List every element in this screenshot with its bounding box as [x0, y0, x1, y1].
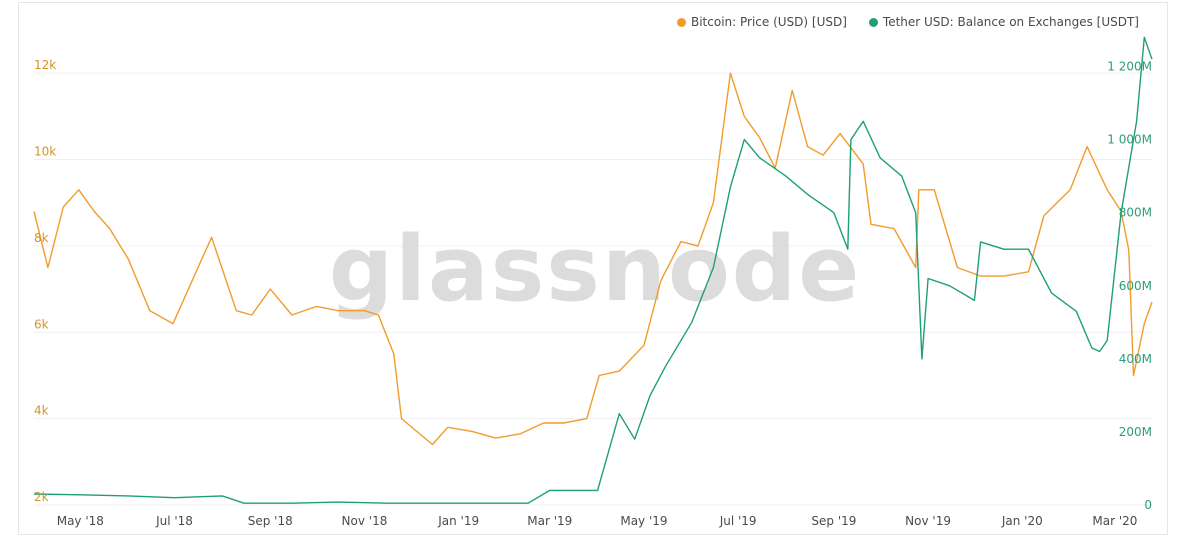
y-right-tick-label: 600M: [1119, 279, 1152, 293]
x-tick-label: Jul '18: [155, 514, 193, 528]
y-right-tick-label: 1 000M: [1107, 133, 1152, 147]
y-left-tick-label: 12k: [34, 58, 56, 72]
chart-legend: Bitcoin: Price (USD) [USD] Tether USD: B…: [676, 15, 1139, 29]
x-tick-label: Jan '19: [437, 514, 479, 528]
series-lines: [33, 36, 1153, 504]
y-right-tick-label: 400M: [1119, 352, 1152, 366]
legend-label-tether: Tether USD: Balance on Exchanges [USDT]: [882, 15, 1139, 29]
x-tick-label: Jan '20: [1001, 514, 1043, 528]
y-left-tick-label: 4k: [34, 404, 49, 418]
gridlines: [34, 72, 1152, 506]
y-axis-right-ticks: 0 200M 400M 600M 800M 1 000M 1 200M: [1107, 60, 1152, 512]
x-tick-label: Mar '20: [1092, 514, 1137, 528]
legend-item-bitcoin[interactable]: Bitcoin: Price (USD) [USD]: [676, 15, 847, 29]
legend-item-tether[interactable]: Tether USD: Balance on Exchanges [USDT]: [868, 15, 1139, 29]
x-tick-label: Nov '19: [905, 514, 951, 528]
x-tick-label: Jul '19: [719, 514, 757, 528]
y-right-tick-label: 1 200M: [1107, 60, 1152, 74]
x-tick-label: Mar '19: [527, 514, 572, 528]
y-right-tick-label: 800M: [1119, 206, 1152, 220]
y-axis-left-ticks: 2k 4k 6k 8k 10k 12k: [34, 58, 56, 504]
y-left-tick-label: 10k: [34, 145, 56, 159]
x-axis-ticks: May '18 Jul '18 Sep '18 Nov '18 Jan '19 Mar '…: [57, 514, 1138, 528]
x-tick-label: May '18: [57, 514, 104, 528]
legend-dot-bitcoin: [676, 17, 686, 27]
legend-dot-tether: [868, 17, 878, 27]
legend-label-bitcoin: Bitcoin: Price (USD) [USD]: [690, 15, 847, 29]
watermark-text: glassnode: [329, 217, 862, 322]
series-line-tether: [33, 36, 1153, 504]
y-left-tick-label: 8k: [34, 231, 49, 245]
y-right-tick-label: 200M: [1119, 425, 1152, 439]
x-tick-label: May '19: [620, 514, 667, 528]
y-left-tick-label: 6k: [34, 317, 49, 331]
series-line-bitcoin: [33, 72, 1153, 446]
y-right-tick-label: 0: [1144, 498, 1152, 512]
x-tick-label: Sep '18: [248, 514, 293, 528]
chart-frame: Bitcoin: Price (USD) [USD] Tether USD: B…: [18, 2, 1168, 535]
x-tick-label: Sep '19: [811, 514, 856, 528]
x-tick-label: Nov '18: [342, 514, 388, 528]
y-left-tick-label: 2k: [34, 490, 49, 504]
